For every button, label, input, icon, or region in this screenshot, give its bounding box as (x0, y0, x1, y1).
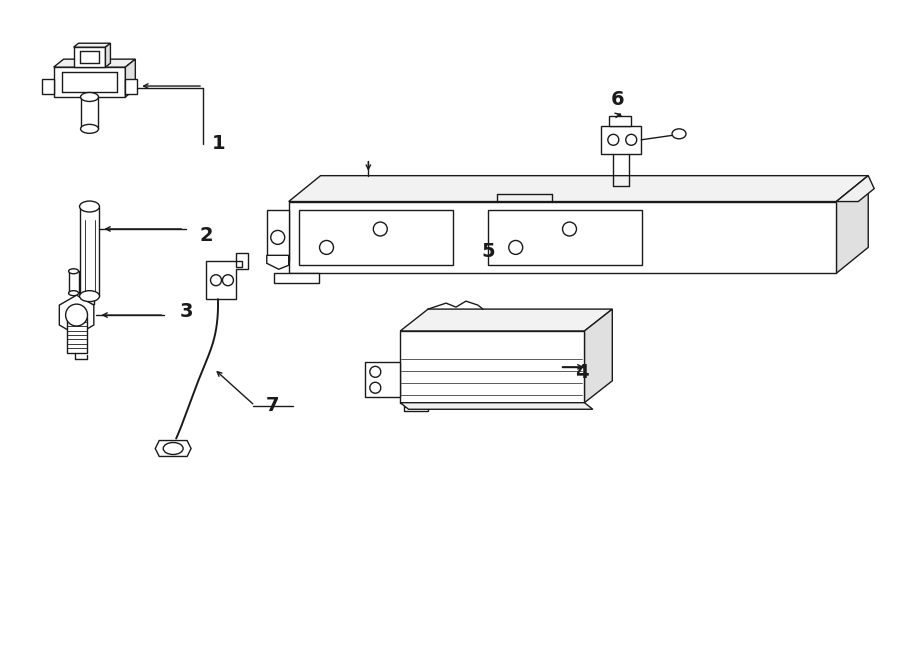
Ellipse shape (626, 134, 636, 145)
Ellipse shape (271, 231, 284, 245)
Ellipse shape (370, 366, 381, 377)
Polygon shape (404, 403, 428, 410)
Polygon shape (67, 317, 86, 353)
Ellipse shape (672, 129, 686, 139)
Ellipse shape (81, 124, 98, 134)
Polygon shape (155, 440, 191, 457)
Ellipse shape (68, 269, 78, 274)
Polygon shape (266, 210, 289, 261)
Polygon shape (125, 79, 138, 94)
Polygon shape (601, 126, 641, 154)
Ellipse shape (81, 93, 98, 102)
Text: 5: 5 (481, 242, 495, 261)
Polygon shape (54, 67, 125, 97)
Ellipse shape (79, 201, 100, 212)
Polygon shape (266, 255, 289, 269)
Polygon shape (206, 253, 248, 299)
Polygon shape (74, 47, 105, 67)
Polygon shape (299, 210, 453, 265)
Polygon shape (41, 79, 54, 94)
Ellipse shape (66, 304, 87, 326)
Polygon shape (365, 362, 400, 397)
Polygon shape (59, 295, 94, 335)
Polygon shape (836, 176, 874, 202)
Polygon shape (289, 202, 836, 273)
Ellipse shape (211, 275, 221, 286)
Ellipse shape (320, 241, 334, 254)
Ellipse shape (68, 291, 78, 295)
Polygon shape (54, 59, 135, 67)
Ellipse shape (163, 442, 183, 455)
Ellipse shape (222, 275, 233, 286)
Text: 7: 7 (266, 396, 280, 415)
Text: 3: 3 (179, 301, 193, 321)
Polygon shape (105, 43, 111, 67)
Polygon shape (584, 309, 612, 403)
Polygon shape (125, 59, 135, 97)
Ellipse shape (508, 241, 523, 254)
Ellipse shape (608, 134, 619, 145)
Polygon shape (74, 43, 111, 47)
Polygon shape (609, 116, 631, 126)
Text: 2: 2 (199, 226, 212, 245)
Text: 4: 4 (574, 364, 589, 382)
Polygon shape (400, 309, 612, 331)
Polygon shape (400, 331, 584, 403)
Polygon shape (274, 273, 319, 283)
Ellipse shape (562, 222, 577, 236)
Ellipse shape (374, 222, 387, 236)
Ellipse shape (79, 291, 100, 301)
Polygon shape (836, 176, 868, 273)
Polygon shape (236, 261, 242, 267)
Polygon shape (488, 210, 643, 265)
Polygon shape (400, 403, 593, 409)
Polygon shape (289, 176, 868, 202)
Ellipse shape (370, 382, 381, 393)
Text: 1: 1 (212, 134, 226, 153)
Text: 6: 6 (610, 91, 624, 110)
